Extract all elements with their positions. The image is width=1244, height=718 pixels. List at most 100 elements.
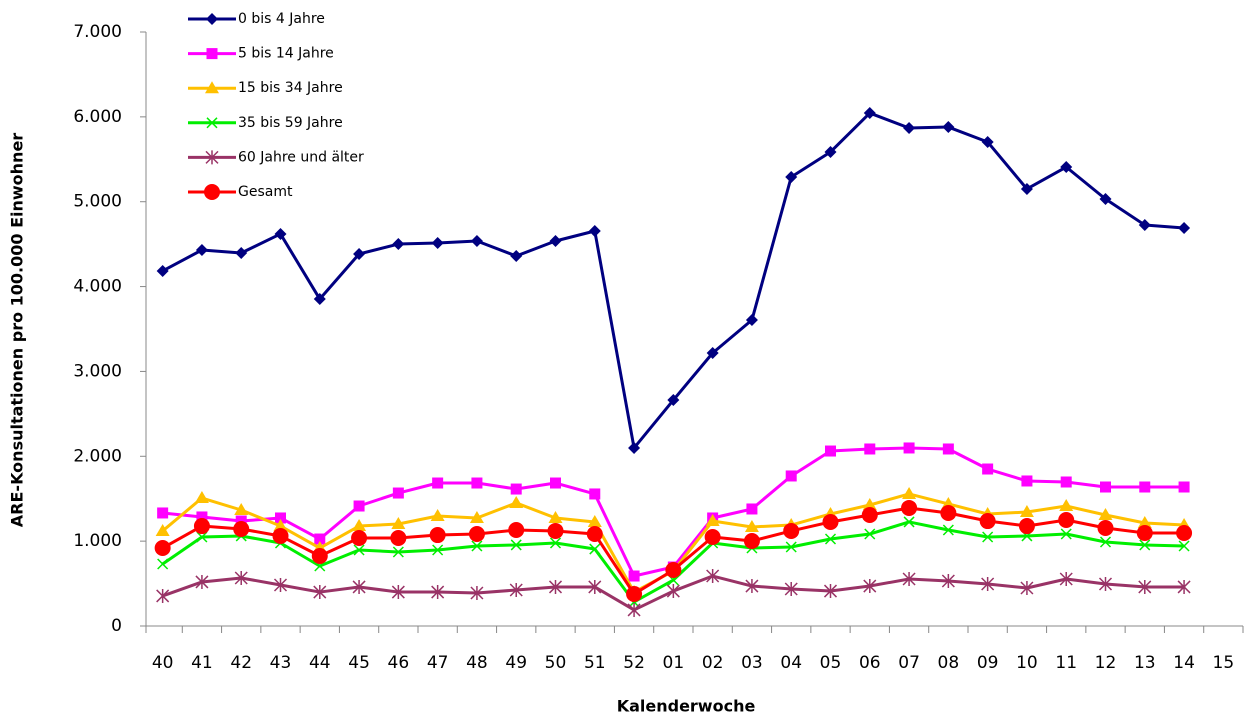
marker	[508, 522, 525, 539]
marker	[824, 533, 837, 545]
marker	[510, 539, 522, 551]
marker	[313, 585, 327, 600]
marker	[862, 497, 877, 510]
x-tick-label: 01	[663, 653, 685, 673]
marker	[313, 293, 326, 306]
marker	[1098, 508, 1113, 521]
marker	[432, 477, 444, 489]
marker	[940, 504, 957, 521]
marker	[1059, 571, 1073, 586]
marker	[353, 247, 366, 260]
marker	[157, 507, 169, 519]
marker	[156, 588, 170, 603]
x-tick-label: 08	[938, 653, 960, 673]
marker	[194, 491, 209, 504]
x-tick-label: 42	[230, 653, 252, 673]
marker	[353, 500, 365, 512]
marker	[205, 150, 219, 165]
marker	[273, 519, 288, 532]
marker	[903, 442, 915, 454]
marker	[352, 579, 366, 594]
legend-label: 60 Jahre und älter	[238, 149, 364, 165]
marker	[510, 483, 522, 495]
marker	[1019, 505, 1034, 518]
marker	[392, 238, 405, 251]
marker	[391, 585, 405, 600]
marker	[550, 477, 561, 489]
marker	[430, 509, 445, 522]
marker	[1137, 515, 1152, 528]
marker	[157, 558, 169, 570]
x-tick-label: 48	[466, 653, 488, 673]
marker	[155, 523, 170, 536]
marker	[1097, 519, 1114, 536]
x-tick-label: 49	[505, 653, 527, 673]
y-tick-label: 7.000	[73, 22, 122, 42]
marker	[863, 579, 877, 594]
legend-label: 0 bis 4 Jahre	[238, 11, 325, 27]
marker	[391, 517, 406, 530]
marker	[864, 528, 876, 540]
marker	[665, 561, 682, 578]
marker	[1018, 518, 1035, 535]
x-tick-label: 03	[741, 653, 763, 673]
marker	[1020, 182, 1033, 195]
series	[154, 499, 1193, 603]
marker	[275, 512, 286, 524]
x-tick-label: 14	[1173, 653, 1195, 673]
marker	[824, 145, 837, 158]
marker	[510, 250, 523, 263]
marker	[1138, 579, 1152, 594]
marker	[274, 227, 287, 240]
y-tick-label: 4.000	[73, 277, 122, 297]
x-tick-label: 52	[623, 653, 645, 673]
marker	[1098, 576, 1113, 591]
marker	[509, 495, 524, 508]
marker	[1060, 528, 1072, 540]
x-tick-label: 43	[270, 653, 292, 673]
x-tick-label: 10	[1016, 653, 1038, 673]
marker	[981, 135, 994, 148]
marker	[667, 394, 680, 407]
marker	[1020, 580, 1034, 595]
marker	[206, 48, 218, 60]
marker	[628, 441, 641, 454]
marker	[982, 463, 994, 475]
marker	[392, 487, 404, 499]
y-tick-label: 6.000	[73, 107, 122, 127]
y-tick-label: 0	[111, 616, 122, 636]
marker	[1100, 481, 1111, 493]
marker	[784, 582, 798, 597]
marker	[390, 530, 407, 547]
series	[157, 516, 1190, 608]
marker	[942, 443, 954, 455]
marker	[823, 584, 838, 599]
marker	[743, 532, 760, 549]
marker	[704, 528, 721, 545]
marker	[471, 477, 483, 489]
marker	[586, 526, 603, 543]
marker	[1021, 475, 1033, 487]
marker	[195, 574, 209, 589]
marker	[353, 544, 365, 556]
marker	[196, 531, 208, 543]
marker	[1058, 512, 1075, 529]
marker	[429, 527, 446, 544]
marker	[235, 246, 248, 259]
marker	[1139, 481, 1151, 493]
marker	[352, 519, 367, 532]
legend-label: 35 bis 59 Jahre	[238, 115, 343, 131]
x-tick-label: 50	[545, 653, 567, 673]
legend-label: Gesamt	[238, 184, 293, 200]
marker	[471, 540, 483, 552]
marker	[1060, 476, 1072, 488]
marker	[902, 486, 917, 499]
marker	[942, 121, 955, 134]
x-axis-label: Kalenderwoche	[617, 697, 756, 716]
x-tick-label: 02	[702, 653, 724, 673]
marker	[825, 445, 836, 457]
marker	[785, 171, 798, 184]
marker	[470, 585, 484, 600]
marker	[783, 522, 800, 539]
marker	[206, 13, 218, 25]
